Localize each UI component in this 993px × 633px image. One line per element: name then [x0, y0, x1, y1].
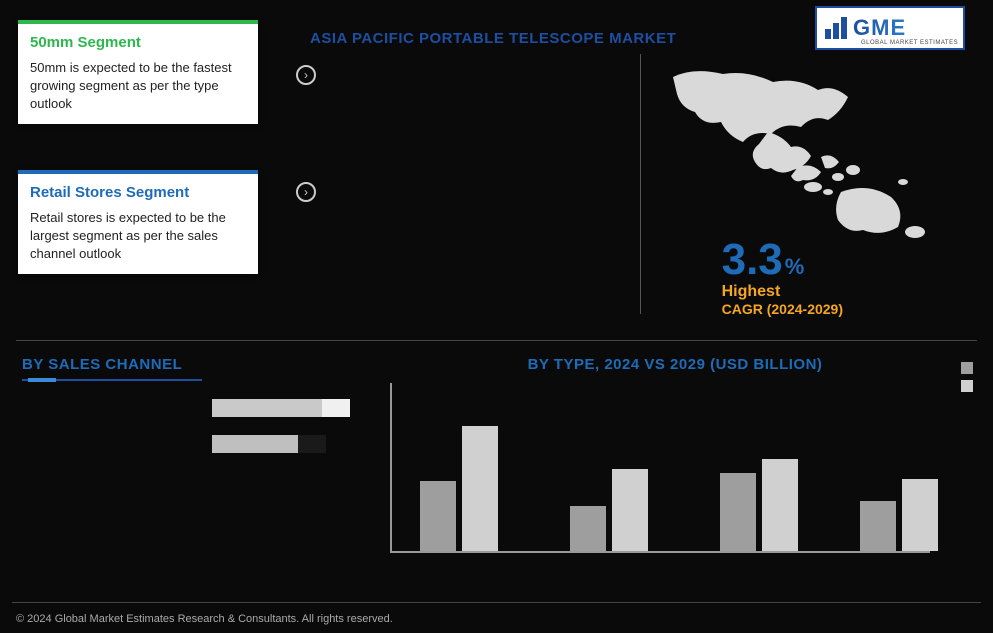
bar-2029	[612, 469, 648, 551]
bar-2029	[462, 426, 498, 551]
chevron-right-icon: ›	[296, 65, 316, 85]
hbar-segment	[212, 435, 298, 453]
cagr-label-period: CAGR (2024-2029)	[722, 301, 843, 317]
callout-50mm-body: 50mm is expected to be the fastest growi…	[30, 59, 246, 114]
sales-channel-label: BY SALES CHANNEL	[22, 356, 322, 373]
legend-item	[961, 380, 973, 392]
callout-50mm-title: 50mm Segment	[30, 34, 246, 51]
bar-2024	[860, 501, 896, 551]
logo-subtitle: GLOBAL MARKET ESTIMATES	[861, 40, 958, 46]
gme-logo: GME GLOBAL MARKET ESTIMATES	[815, 6, 965, 50]
sales-channel-bars	[22, 399, 322, 453]
hbar-segment	[298, 435, 326, 453]
callout-retail-title: Retail Stores Segment	[30, 184, 246, 201]
bar-2029	[762, 459, 798, 551]
page-title: ASIA PACIFIC PORTABLE TELESCOPE MARKET	[310, 30, 676, 47]
bar-group	[860, 479, 940, 551]
type-chart-yaxis	[390, 383, 392, 553]
type-chart-xaxis	[390, 551, 930, 553]
type-chart-legend	[961, 362, 973, 398]
callout-50mm: 50mm Segment 50mm is expected to be the …	[18, 20, 258, 124]
bar-2029	[902, 479, 938, 551]
hbar-segment	[322, 399, 350, 417]
bar-2024	[420, 481, 456, 551]
hbar-segment	[212, 399, 322, 417]
legend-swatch	[961, 380, 973, 392]
cagr-value: 3.3	[722, 235, 783, 285]
bar-group	[420, 426, 500, 551]
logo-bars-icon	[825, 17, 847, 39]
sales-channel-bar	[22, 399, 322, 417]
callout-retail: Retail Stores Segment Retail stores is e…	[18, 170, 258, 274]
chevron-right-icon: ›	[296, 182, 316, 202]
section-underline	[22, 379, 202, 381]
legend-swatch	[961, 362, 973, 374]
horizontal-divider	[16, 340, 977, 341]
footer-divider	[12, 602, 981, 603]
bar-group	[720, 459, 800, 551]
sales-channel-section: BY SALES CHANNEL	[22, 356, 322, 453]
callout-retail-body: Retail stores is expected to be the larg…	[30, 209, 246, 264]
copyright-text: © 2024 Global Market Estimates Research …	[16, 613, 393, 625]
bar-2024	[720, 473, 756, 551]
cagr-label-highest: Highest	[722, 283, 843, 301]
type-chart-label: BY TYPE, 2024 VS 2029 (USD BILLION)	[390, 356, 960, 373]
type-chart	[350, 383, 960, 573]
cagr-unit: %	[785, 254, 805, 280]
bar-group	[570, 469, 650, 551]
cagr-stat: 3.3% Highest CAGR (2024-2029)	[722, 235, 843, 317]
sales-channel-bar	[22, 435, 322, 453]
logo-text: GME	[853, 15, 906, 41]
asia-pacific-map-icon	[653, 62, 953, 242]
type-chart-section: BY TYPE, 2024 VS 2029 (USD BILLION)	[350, 356, 960, 573]
bar-2024	[570, 506, 606, 551]
vertical-divider	[640, 54, 641, 314]
legend-item	[961, 362, 973, 374]
